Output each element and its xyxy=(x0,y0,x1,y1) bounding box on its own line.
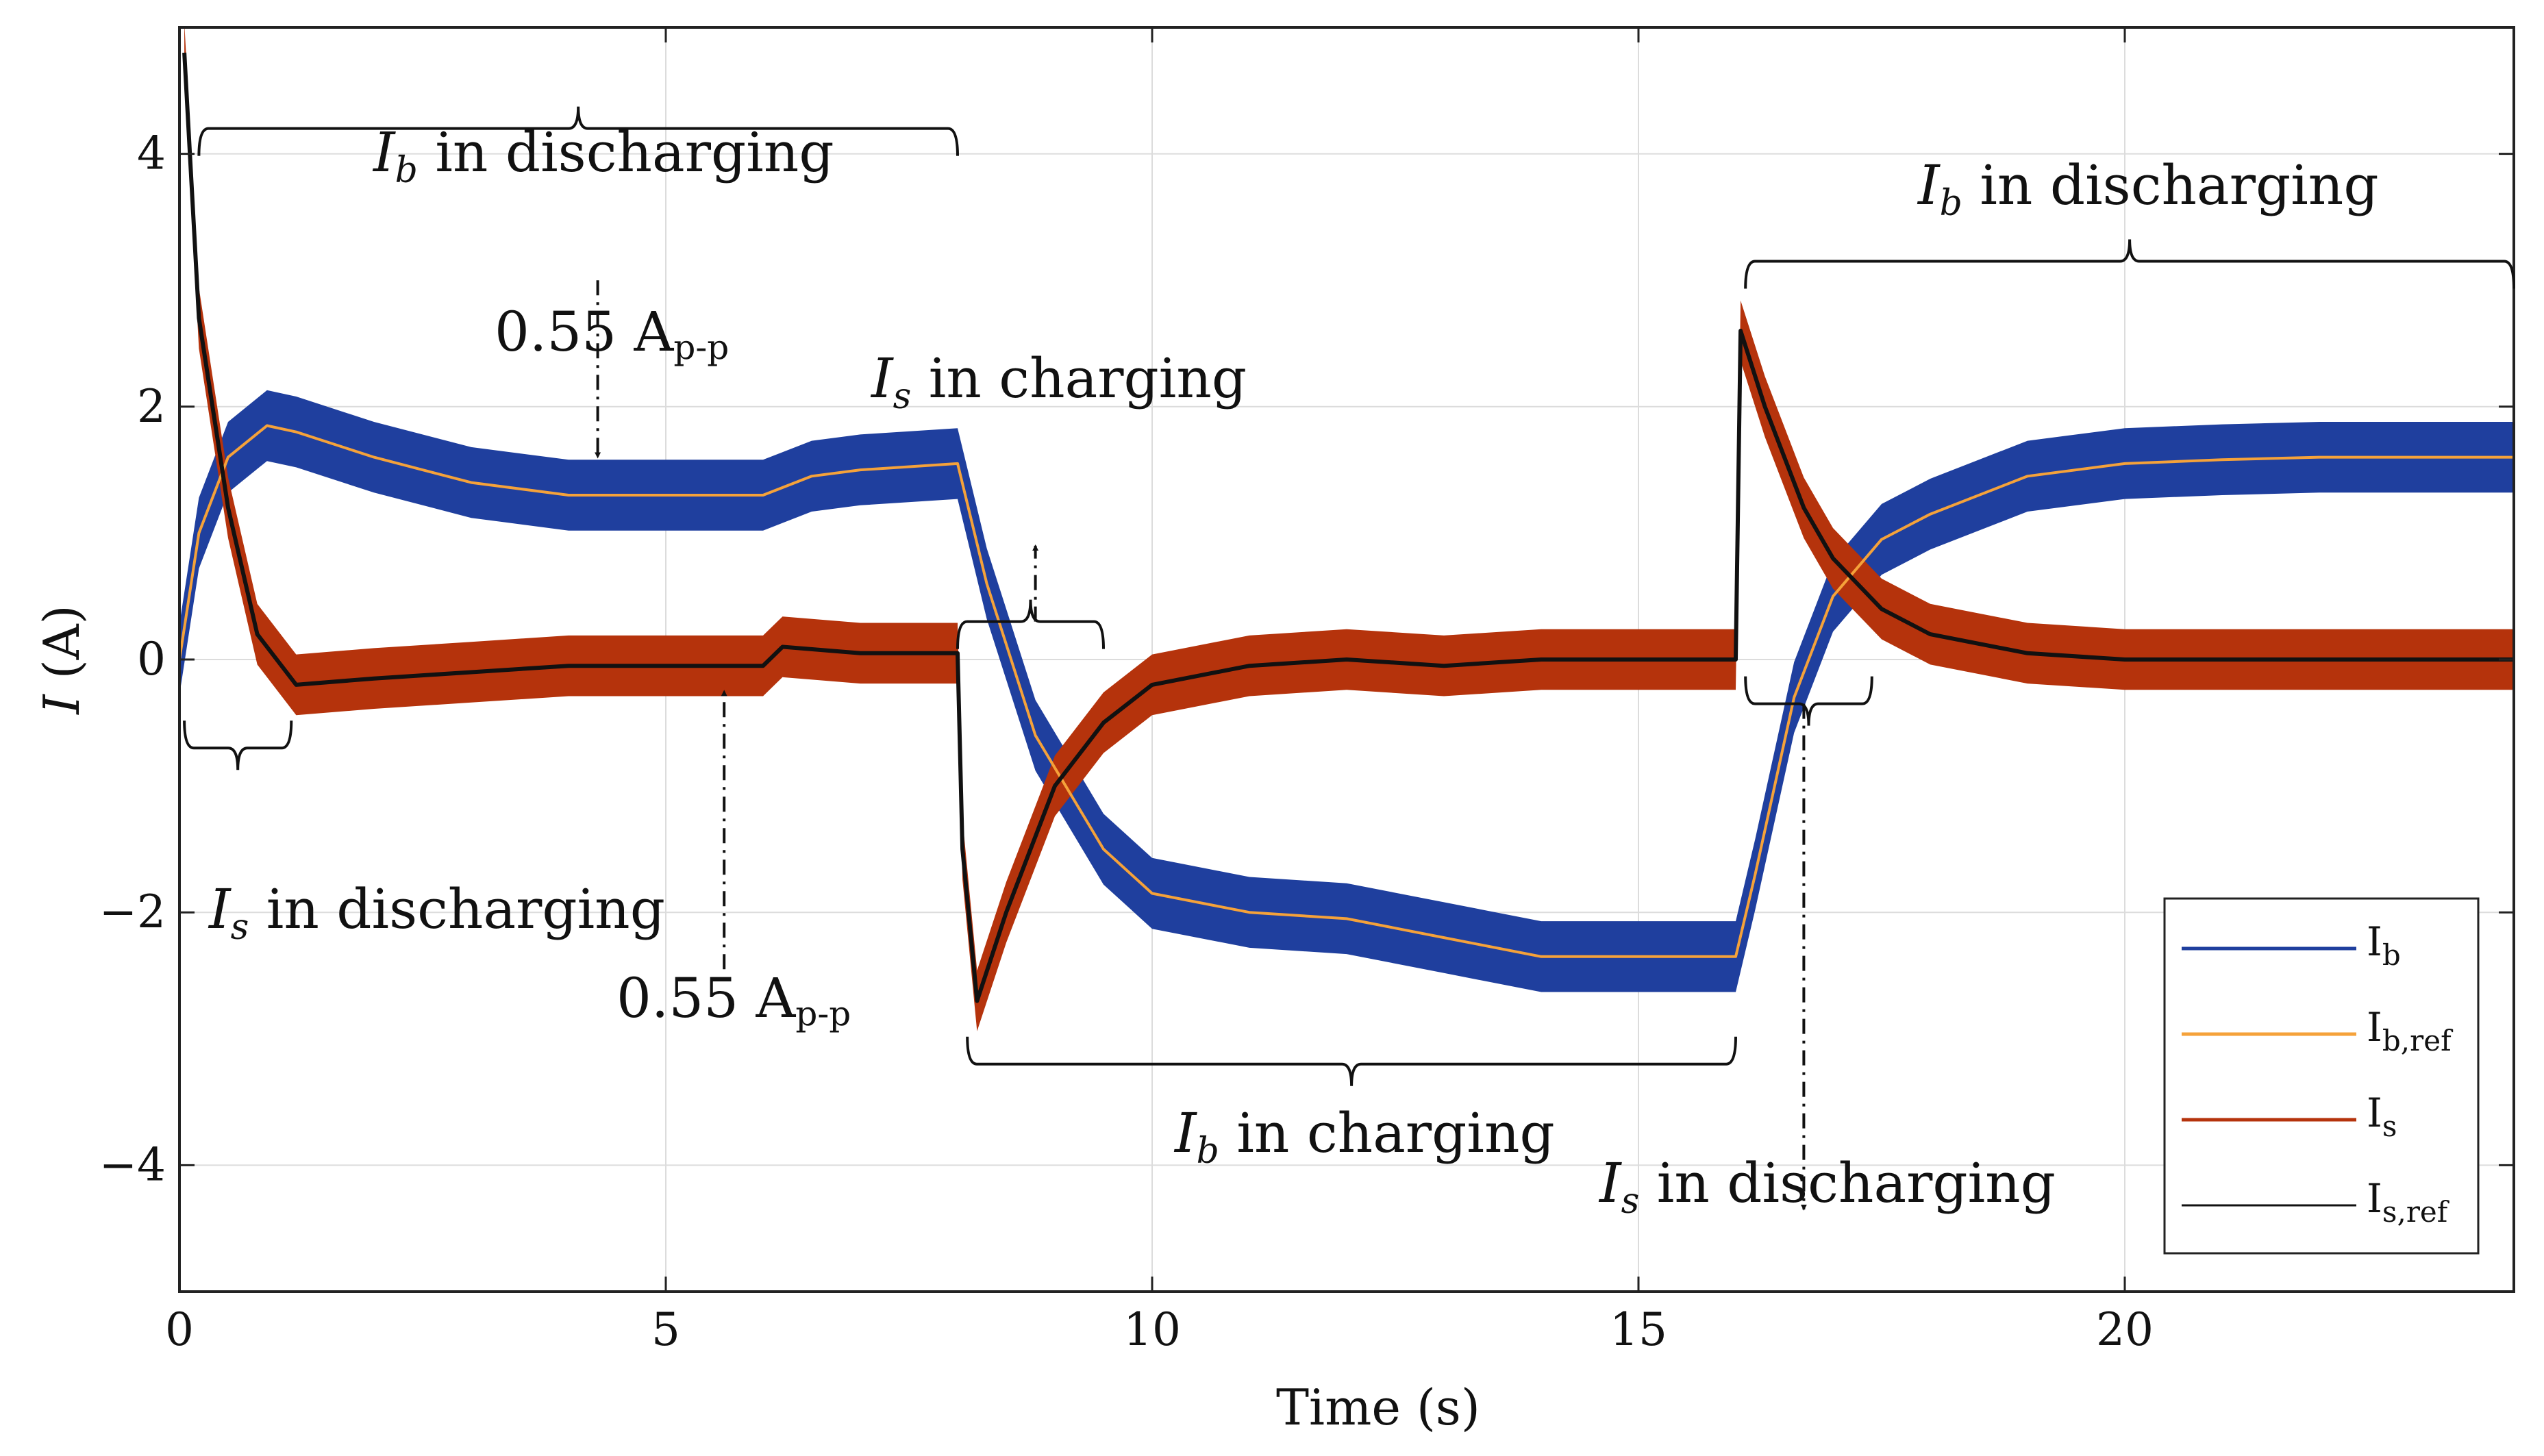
y-tick-label-3: 2 xyxy=(137,380,166,433)
series-layer xyxy=(179,27,2514,1031)
bracket-ib-discharging-2 xyxy=(1744,239,2515,289)
annotation-ripple-upper: 0.55 Ap-p xyxy=(495,300,729,367)
annotation-is-charging: Is in charging xyxy=(870,347,1247,417)
x-tick-label-0: 0 xyxy=(165,1303,194,1356)
arrows-layer xyxy=(595,280,1807,1211)
bracket-is-discharging-2 xyxy=(1744,676,1873,726)
annotation-ripple-lower: 0.55 Ap-p xyxy=(616,966,851,1033)
legend: Ib Ib,ref Is Is,ref xyxy=(2163,897,2480,1255)
x-tick-label-2: 10 xyxy=(1123,1303,1181,1356)
y-tick-label-2: 0 xyxy=(137,633,166,686)
brackets-layer xyxy=(183,106,2515,1086)
bracket-ib-charging xyxy=(966,1036,1737,1086)
y-axis-title: I (A) xyxy=(33,605,90,716)
bracket-is-discharging-1 xyxy=(183,720,293,770)
series-band-i-b xyxy=(179,390,2514,992)
legend-label-is-ref: Is,ref xyxy=(2367,1175,2450,1229)
y-axis-title-symbol: I xyxy=(33,694,90,716)
y-tick-label-1: −2 xyxy=(99,886,166,938)
legend-box xyxy=(2163,897,2480,1255)
x-tick-label-4: 20 xyxy=(2096,1303,2154,1356)
axis-ticks: 0 5 10 15 20 −4 −2 0 2 4 xyxy=(99,27,2514,1356)
legend-label-ib-ref: Ib,ref xyxy=(2367,1004,2454,1057)
bracket-is-charging xyxy=(956,599,1105,649)
y-tick-label-4: 4 xyxy=(137,127,166,180)
x-tick-label-3: 15 xyxy=(1610,1303,1667,1356)
x-axis-title: Time (s) xyxy=(1276,1379,1480,1436)
y-axis-title-unit: (A) xyxy=(33,605,90,679)
legend-label-is: Is xyxy=(2367,1090,2397,1143)
series-line-i-b-ref xyxy=(179,424,2514,958)
annotation-ib-discharging-1: Ib in discharging xyxy=(372,121,834,191)
annotation-ib-charging: Ib in charging xyxy=(1173,1101,1555,1172)
x-tick-label-1: 5 xyxy=(651,1303,680,1356)
annotation-is-discharging-1: Is in discharging xyxy=(208,877,665,948)
y-tick-label-0: −4 xyxy=(99,1138,166,1191)
series-line-i-s-ref xyxy=(182,52,2514,1003)
annotation-is-discharging-2: Is in discharging xyxy=(1598,1151,2056,1222)
annotation-ib-discharging-2: Ib in discharging xyxy=(1917,153,2379,224)
legend-label-ib: Ib xyxy=(2367,918,2401,972)
bracket-ib-discharging-1 xyxy=(197,106,959,156)
